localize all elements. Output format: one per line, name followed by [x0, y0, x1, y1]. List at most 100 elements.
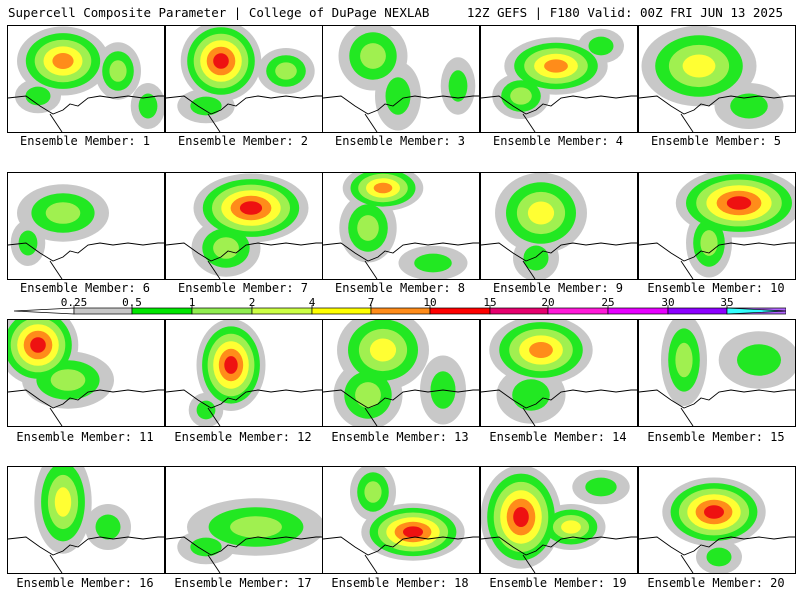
colorbar-tick: 30 — [661, 296, 675, 309]
member-label: Ensemble Member: 11 — [16, 430, 154, 444]
map-panel-member-10 — [638, 172, 796, 280]
scp-contour-fill — [357, 215, 379, 241]
scp-contour-fill — [224, 356, 238, 374]
member-label: Ensemble Member: 13 — [331, 430, 469, 444]
coastline — [207, 407, 221, 426]
scp-contour-fill — [213, 237, 239, 259]
coastline — [639, 242, 795, 262]
scp-contour-fill — [529, 342, 553, 358]
coastline — [207, 260, 221, 279]
scp-contour-fill — [360, 43, 386, 69]
coastline — [522, 260, 536, 279]
member-label: Ensemble Member: 14 — [489, 430, 627, 444]
colorbar-segment — [429, 307, 491, 315]
scp-contour-fill — [369, 338, 397, 362]
coastline — [481, 389, 637, 409]
colorbar-segment — [251, 307, 313, 315]
coastline — [49, 113, 63, 132]
coastline — [522, 113, 536, 132]
coastline — [8, 389, 164, 409]
colorbar-tick: 4 — [308, 296, 316, 309]
coastline — [49, 407, 63, 426]
scp-contour-fill — [527, 201, 555, 225]
colorbar-segment — [370, 307, 431, 315]
colorbar-segment — [667, 307, 728, 315]
colorbar-segment — [191, 307, 253, 315]
coastline — [166, 389, 322, 409]
scp-contour-fill — [196, 400, 216, 420]
valid-time: 12Z GEFS | F180 Valid: 00Z FRI JUN 13 20… — [466, 5, 783, 20]
colorbar-tick: 0.5 — [122, 296, 142, 309]
scp-contour-fill — [675, 342, 693, 378]
member-label: Ensemble Member: 16 — [16, 576, 154, 590]
coastline — [639, 536, 795, 556]
coastline — [8, 95, 164, 115]
scp-contour-fill — [190, 537, 222, 557]
scp-contour-fill — [730, 93, 768, 119]
coastline — [364, 260, 378, 279]
coastline — [639, 389, 795, 409]
member-label: Ensemble Member: 6 — [19, 281, 151, 295]
colorbar-tick: 0.25 — [60, 296, 88, 309]
scp-contour-fill — [706, 547, 732, 567]
member-label: Ensemble Member: 17 — [174, 576, 312, 590]
coastline — [364, 554, 378, 573]
coastline — [522, 407, 536, 426]
member-label: Ensemble Member: 20 — [647, 576, 785, 590]
scp-contour-fill — [138, 93, 158, 119]
member-label: Ensemble Member: 19 — [489, 576, 627, 590]
colorbar — [14, 305, 786, 315]
scp-contour-fill — [190, 96, 222, 116]
coastline — [323, 242, 479, 262]
map-panel-member-13 — [322, 319, 480, 427]
coastline — [166, 536, 322, 556]
scp-contour-fill — [700, 230, 718, 256]
member-label: Ensemble Member: 9 — [492, 281, 624, 295]
coastline — [481, 536, 637, 556]
scp-contour-fill — [403, 526, 423, 538]
scp-contour-fill — [373, 182, 393, 194]
coastline — [166, 242, 322, 262]
scp-contour-fill — [448, 70, 468, 102]
scp-contour-fill — [512, 379, 550, 411]
member-label: Ensemble Member: 12 — [174, 430, 312, 444]
scp-contour-fill — [510, 87, 532, 105]
colorbar-tick: 7 — [367, 296, 375, 309]
scp-contour-fill — [364, 481, 382, 503]
coastline — [49, 554, 63, 573]
scp-contour-fill — [737, 344, 781, 376]
map-panel-member-7 — [165, 172, 323, 280]
coastline — [680, 407, 694, 426]
member-label: Ensemble Member: 1 — [19, 134, 151, 148]
coastline — [323, 95, 479, 115]
map-panel-member-20 — [638, 466, 796, 574]
map-panel-member-2 — [165, 25, 323, 133]
coastline — [639, 95, 795, 115]
scp-contour-fill — [513, 507, 529, 527]
coastline — [680, 113, 694, 132]
scp-contour-fill — [275, 62, 297, 80]
map-panel-member-3 — [322, 25, 480, 133]
coastline — [323, 389, 479, 409]
coastline — [207, 113, 221, 132]
map-panel-member-9 — [480, 172, 638, 280]
colorbar-tick: 10 — [423, 296, 437, 309]
colorbar-segment — [607, 307, 669, 315]
scp-contour-fill — [726, 196, 752, 210]
scp-contour-fill — [544, 59, 568, 73]
colorbar-arrow-right — [726, 307, 786, 315]
coastline — [49, 260, 63, 279]
map-panel-member-5 — [638, 25, 796, 133]
coastline — [8, 242, 164, 262]
scp-contour-fill — [704, 505, 724, 519]
scp-contour-fill — [30, 337, 46, 353]
scp-contour-fill — [213, 53, 229, 69]
scp-contour-fill — [585, 477, 617, 497]
scp-contour-fill — [682, 54, 716, 78]
member-label: Ensemble Member: 4 — [492, 134, 624, 148]
scp-contour-fill — [50, 369, 86, 391]
coastline — [522, 554, 536, 573]
coastline — [680, 554, 694, 573]
member-label: Ensemble Member: 3 — [334, 134, 466, 148]
coastline — [364, 407, 378, 426]
